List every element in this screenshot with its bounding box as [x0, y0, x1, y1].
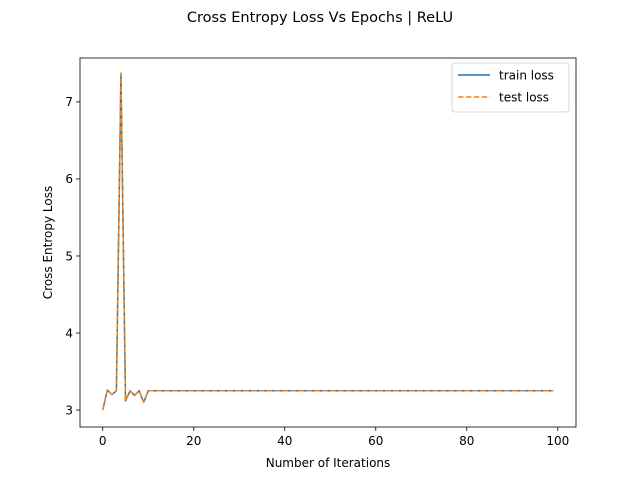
legend: train loss test loss — [451, 62, 570, 113]
y-tick-label: 3 — [65, 403, 73, 417]
legend-label-train-loss: train loss — [499, 69, 554, 83]
y-axis-label: Cross Entropy Loss — [41, 186, 55, 299]
series-line-train-loss — [102, 72, 554, 411]
plot-area — [80, 58, 576, 427]
y-tick-label: 4 — [65, 326, 73, 340]
x-axis-label: Number of Iterations — [266, 456, 391, 470]
x-axis-ticks: 0 20 40 60 80 100 — [99, 427, 569, 448]
x-tick-label: 40 — [277, 434, 292, 448]
x-tick-label: 80 — [459, 434, 474, 448]
plot-frame — [79, 57, 577, 428]
x-tick-label: 100 — [546, 434, 569, 448]
y-tick-label: 6 — [65, 172, 73, 186]
x-tick-label: 0 — [99, 434, 107, 448]
series-layer — [102, 72, 554, 411]
legend-label-test-loss: test loss — [499, 91, 549, 105]
y-tick-label: 5 — [65, 249, 73, 263]
y-axis-ticks: 3 4 5 6 7 — [65, 95, 80, 417]
x-tick-label: 60 — [368, 434, 383, 448]
x-tick-label: 20 — [186, 434, 201, 448]
y-tick-label: 7 — [65, 95, 73, 109]
chart-title: Cross Entropy Loss Vs Epochs | ReLU — [187, 10, 453, 26]
